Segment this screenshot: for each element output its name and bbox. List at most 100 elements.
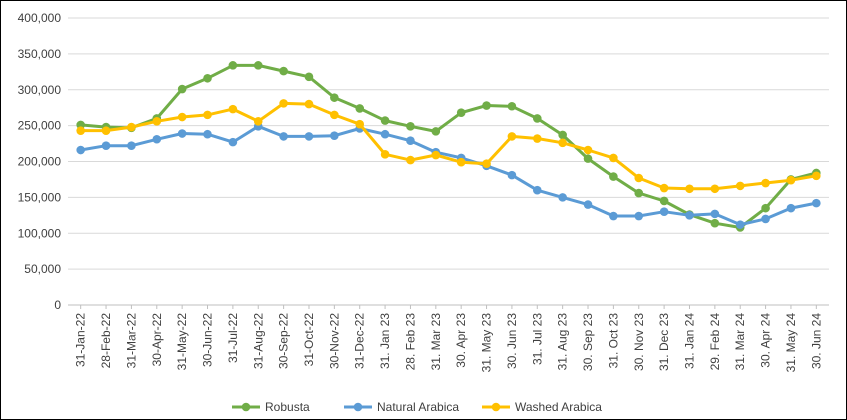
data-point-washed-arabica	[812, 171, 821, 181]
data-point-natural-arabica	[558, 193, 567, 202]
data-point-washed-arabica	[431, 150, 441, 160]
y-tick-label: 400,000	[18, 11, 62, 25]
data-point-washed-arabica	[203, 110, 212, 120]
x-tick-label: 31. Oct 23	[606, 313, 620, 369]
data-point-natural-arabica	[228, 137, 238, 147]
data-point-robusta	[253, 61, 263, 70]
data-point-washed-arabica	[152, 117, 162, 126]
data-point-natural-arabica	[761, 214, 770, 224]
data-point-robusta	[380, 116, 390, 125]
series-robusta	[76, 61, 821, 232]
x-tick-label: 30-Jun-22	[201, 313, 215, 367]
data-point-washed-arabica	[355, 119, 365, 129]
x-tick-label: 30. Jun 23	[505, 313, 519, 369]
data-point-washed-arabica	[279, 99, 288, 108]
legend-item-natural-arabica: Natural Arabica	[344, 400, 459, 414]
x-tick-label: 29. Feb 24	[708, 313, 722, 371]
data-point-washed-arabica	[532, 134, 542, 143]
data-point-washed-arabica	[304, 99, 314, 109]
data-point-natural-arabica	[203, 129, 212, 139]
data-point-natural-arabica	[152, 134, 162, 144]
series-line-natural-arabica	[79, 124, 818, 227]
data-point-washed-arabica	[735, 181, 745, 191]
data-point-washed-arabica	[786, 175, 796, 185]
data-point-natural-arabica	[279, 132, 288, 141]
data-point-washed-arabica	[127, 122, 136, 132]
series-washed-arabica	[76, 99, 821, 194]
x-tick-label: 28-Feb-22	[99, 313, 113, 369]
data-point-washed-arabica	[583, 145, 593, 155]
data-point-washed-arabica	[253, 117, 263, 126]
x-tick-label: 31. Mar 24	[733, 313, 747, 371]
data-point-robusta	[355, 104, 365, 113]
x-tick-label: 31. Jul 23	[530, 313, 544, 365]
series-group	[76, 61, 821, 232]
data-point-natural-arabica	[76, 145, 85, 155]
legend-swatch-marker	[353, 402, 363, 412]
y-tick-label: 150,000	[18, 190, 62, 204]
x-tick-label: 30-Nov-22	[327, 313, 341, 369]
x-tick-label: 30. Nov 23	[632, 313, 646, 371]
data-point-robusta	[279, 66, 288, 76]
legend-swatch-marker	[241, 402, 251, 412]
data-point-robusta	[177, 84, 187, 94]
data-point-washed-arabica	[177, 112, 187, 122]
data-point-washed-arabica	[659, 183, 669, 193]
x-tick-label: 31-Dec-22	[353, 313, 367, 369]
data-point-robusta	[634, 188, 644, 198]
data-point-washed-arabica	[609, 153, 618, 163]
x-tick-label: 31. May 24	[784, 313, 798, 373]
legend-swatch-marker	[491, 402, 501, 412]
data-point-robusta	[659, 196, 669, 206]
legend: Robusta Natural Arabica Washed Arabica	[232, 400, 602, 414]
legend-label: Natural Arabica	[377, 400, 459, 414]
data-point-robusta	[431, 127, 441, 136]
x-tick-label: 31. Mar 23	[429, 313, 443, 371]
data-point-robusta	[228, 61, 238, 70]
x-tick-label: 31. Jan 23	[378, 313, 392, 369]
data-point-robusta	[558, 130, 567, 140]
y-tick-label: 0	[54, 298, 61, 312]
x-tick-label: 30. Apr 23	[454, 313, 468, 368]
data-point-robusta	[304, 72, 314, 82]
data-point-natural-arabica	[710, 209, 720, 219]
data-point-washed-arabica	[482, 159, 491, 168]
x-tick-label: 31-Jan-22	[74, 313, 88, 367]
series-natural-arabica	[76, 122, 821, 229]
data-point-washed-arabica	[634, 173, 644, 183]
x-tick-label: 31. Jan 24	[682, 313, 696, 369]
data-point-washed-arabica	[710, 184, 720, 194]
x-tick-label: 31-Mar-22	[124, 313, 138, 369]
y-tick-label: 350,000	[18, 47, 62, 61]
data-point-washed-arabica	[101, 126, 111, 135]
data-point-natural-arabica	[532, 185, 542, 195]
data-point-washed-arabica	[685, 184, 694, 194]
legend-item-washed-arabica: Washed Arabica	[482, 400, 602, 414]
data-point-natural-arabica	[685, 211, 694, 220]
x-tick-label: 31-Oct-22	[302, 313, 316, 367]
data-point-washed-arabica	[558, 138, 567, 148]
data-point-robusta	[761, 203, 770, 213]
data-point-natural-arabica	[812, 198, 821, 208]
x-tick-label: 31-May-22	[175, 313, 189, 371]
data-point-washed-arabica	[228, 104, 238, 114]
x-tick-label: 31. May 23	[480, 313, 494, 373]
legend-label: Robusta	[265, 400, 310, 414]
data-point-natural-arabica	[101, 141, 111, 151]
data-point-natural-arabica	[304, 132, 314, 141]
x-tick-label: 30-Sep-22	[277, 313, 291, 369]
series-line-washed-arabica	[79, 101, 818, 191]
data-point-robusta	[507, 101, 517, 111]
data-point-robusta	[330, 93, 339, 102]
data-point-natural-arabica	[786, 203, 796, 213]
x-tick-label: 30. Jun 24	[809, 313, 823, 369]
data-point-natural-arabica	[659, 207, 669, 217]
data-point-natural-arabica	[507, 170, 517, 180]
data-point-robusta	[583, 154, 593, 163]
data-point-washed-arabica	[507, 132, 517, 141]
data-point-natural-arabica	[583, 200, 593, 209]
data-point-natural-arabica	[406, 136, 415, 145]
data-point-washed-arabica	[456, 157, 466, 167]
data-point-natural-arabica	[380, 129, 390, 139]
